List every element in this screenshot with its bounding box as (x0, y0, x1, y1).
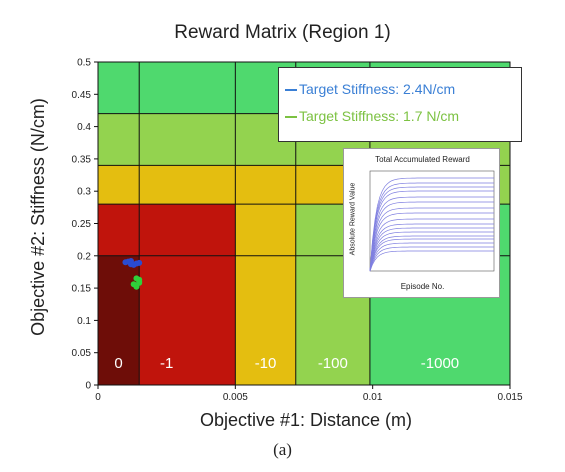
x-axis-label: Objective #1: Distance (m) (199, 410, 413, 430)
y-tick-label: 0.4 (77, 122, 91, 133)
inset-title: Total Accumulated Reward (375, 155, 470, 164)
region-label: -10 (255, 355, 277, 372)
inset-series-line (369, 201, 494, 272)
inset-series-line (369, 238, 494, 272)
x-tick-label: 0 (95, 392, 101, 403)
inset-series-line (369, 190, 494, 272)
y-tick-label: 0.1 (77, 316, 91, 327)
x-tick-label: 0.015 (497, 392, 522, 403)
y-tick-label: 0.15 (72, 284, 92, 295)
figure-caption: (a) (273, 440, 292, 459)
reward-region (235, 204, 296, 385)
inset-frame (369, 170, 495, 272)
region-label: -1000 (421, 355, 459, 372)
inset-series-line (369, 242, 494, 272)
legend-label: Target Stiffness: 1.7 N/cm (299, 108, 460, 124)
inset-series-line (369, 227, 494, 272)
legend-entry-target-1-7: Target Stiffness: 1.7 N/cm (285, 108, 459, 124)
inset-series-line (369, 186, 494, 272)
inset-series-line (369, 246, 494, 272)
y-tick-label: 0.5 (77, 58, 91, 69)
inset-series-line (369, 231, 494, 272)
y-tick-label: 0.3 (77, 187, 91, 198)
inset-x-axis-label: Episode No. (400, 282, 445, 291)
data-point (127, 261, 134, 268)
inset-series-line (369, 182, 494, 272)
inset-series-line (369, 212, 494, 272)
y-tick-label: 0.25 (72, 219, 92, 230)
inset-series-line (369, 250, 494, 272)
data-point (136, 276, 143, 283)
data-point (136, 259, 143, 266)
inset-series-line (369, 196, 494, 272)
legend: Target Stiffness: 2.4N/cm Target Stiffne… (278, 67, 522, 142)
legend-line-icon (285, 116, 297, 119)
reward-region (98, 255, 140, 385)
legend-label: Target Stiffness: 2.4N/cm (299, 81, 456, 97)
region-label: 0 (114, 355, 122, 372)
region-label: -100 (318, 355, 348, 372)
legend-entry-target-2-4: Target Stiffness: 2.4N/cm (285, 81, 455, 97)
inset-series-line (369, 207, 494, 272)
y-tick-label: 0 (85, 381, 91, 392)
inset-chart: Total Accumulated Reward Absolute Reward… (343, 148, 500, 298)
data-point (130, 281, 137, 288)
y-tick-label: 0.35 (72, 154, 92, 165)
inset-series-line (369, 218, 494, 272)
inset-series-line (369, 177, 494, 272)
y-tick-label: 0.05 (72, 348, 92, 359)
x-tick-label: 0.01 (363, 392, 383, 403)
legend-line-icon (285, 89, 297, 92)
inset-plot (369, 170, 495, 272)
region-label: -1 (160, 355, 173, 372)
chart-title: Reward Matrix (Region 1) (174, 22, 391, 43)
x-tick-label: 0.005 (223, 392, 248, 403)
y-tick-label: 0.45 (72, 90, 92, 101)
inset-series-line (369, 235, 494, 272)
y-tick-label: 0.2 (77, 251, 91, 262)
inset-series-line (369, 223, 494, 272)
inset-y-axis-label: Absolute Reward Value (349, 182, 357, 256)
